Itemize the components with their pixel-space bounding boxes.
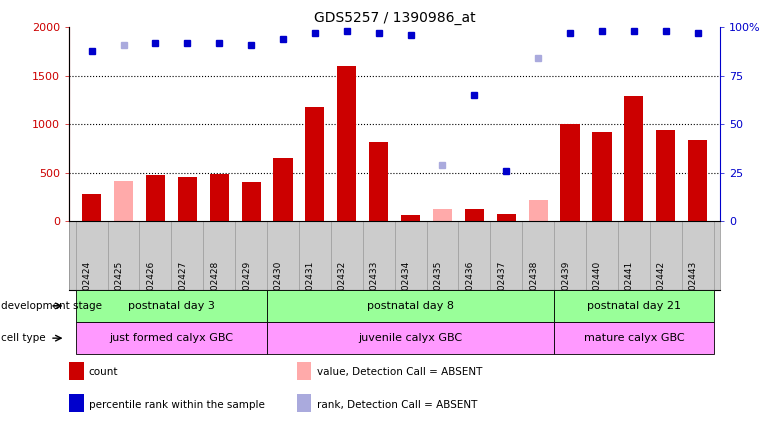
Bar <box>75 290 267 322</box>
Bar <box>178 177 197 221</box>
Text: percentile rank within the sample: percentile rank within the sample <box>89 400 265 409</box>
Bar <box>75 322 267 354</box>
Bar <box>369 142 388 221</box>
Text: postnatal day 3: postnatal day 3 <box>128 301 215 311</box>
Bar <box>554 290 714 322</box>
Bar <box>242 182 261 221</box>
Bar <box>592 132 611 221</box>
Bar <box>209 173 229 221</box>
Bar <box>401 215 420 221</box>
Bar <box>306 107 324 221</box>
Bar <box>297 362 311 380</box>
Bar <box>297 394 311 412</box>
Text: development stage: development stage <box>1 301 102 311</box>
Bar <box>528 200 547 221</box>
Text: mature calyx GBC: mature calyx GBC <box>584 333 685 343</box>
Bar <box>146 175 165 221</box>
Text: cell type: cell type <box>1 333 45 343</box>
Bar <box>82 194 101 221</box>
Bar <box>561 124 580 221</box>
Bar <box>433 209 452 221</box>
Bar <box>69 362 84 380</box>
Bar <box>465 209 484 221</box>
Text: count: count <box>89 367 119 377</box>
Bar <box>267 322 554 354</box>
Bar <box>69 394 84 412</box>
Bar <box>497 214 516 221</box>
Bar <box>656 130 675 221</box>
Title: GDS5257 / 1390986_at: GDS5257 / 1390986_at <box>314 11 475 25</box>
Bar <box>337 66 357 221</box>
Text: juvenile calyx GBC: juvenile calyx GBC <box>359 333 463 343</box>
Bar <box>114 181 133 221</box>
Bar <box>624 96 644 221</box>
Bar <box>554 322 714 354</box>
Text: rank, Detection Call = ABSENT: rank, Detection Call = ABSENT <box>316 400 477 409</box>
Text: postnatal day 21: postnatal day 21 <box>587 301 681 311</box>
Text: just formed calyx GBC: just formed calyx GBC <box>109 333 233 343</box>
Bar <box>273 158 293 221</box>
Text: postnatal day 8: postnatal day 8 <box>367 301 454 311</box>
Bar <box>267 290 554 322</box>
Text: value, Detection Call = ABSENT: value, Detection Call = ABSENT <box>316 367 482 377</box>
Bar <box>688 140 707 221</box>
